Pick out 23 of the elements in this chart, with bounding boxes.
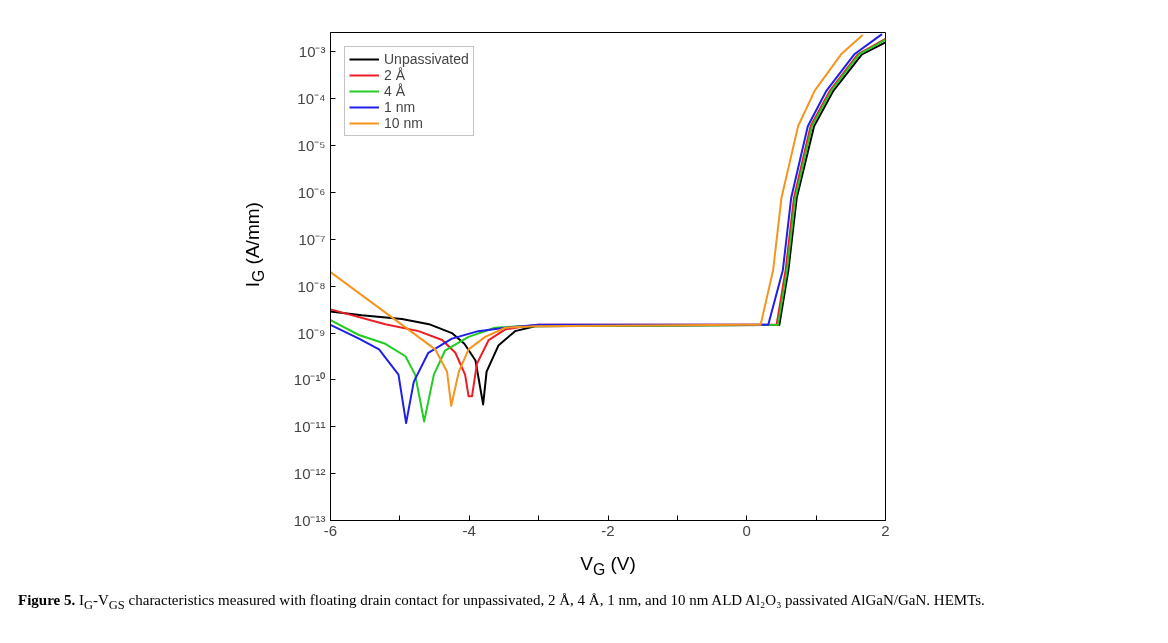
y-tick-label: 10⁻¹² [293, 465, 326, 483]
legend-label: 10 nm [384, 115, 423, 131]
x-axis-title: V$_{G}$ (V) [580, 552, 636, 580]
y-tick-label: 10⁻¹³ [293, 512, 326, 529]
x-tick-label: 0 [742, 521, 751, 539]
y-tick-label: 10⁻⁵ [297, 137, 326, 155]
y-tick-label: 10⁻⁴ [297, 90, 326, 108]
x-tick-label: -2 [601, 521, 615, 539]
caption: Figure 5. I$_{G}$-V$_{GS}$ characteristics measured with floating drain contact for unpassivated, 2 Å, 4 Å, 1 nm, and 10 nm ALD Al₂O₃ passivated AlGaN/GaN. HEMTs. [18, 591, 985, 614]
legend-label: Unpassivated [384, 51, 469, 67]
y-tick-label: 10⁻⁸ [297, 277, 326, 295]
y-tick-label: 10⁻¹⁰ [293, 371, 326, 389]
legend-label: 2 Å [384, 67, 405, 83]
y-tick-label: 10⁻⁶ [297, 184, 326, 202]
y-tick-label: 10⁻¹¹ [293, 418, 326, 436]
y-tick-label: 10⁻³ [298, 43, 326, 61]
y-tick-label: 10⁻⁷ [298, 230, 326, 248]
legend-label: 4 Å [384, 83, 406, 99]
x-tick-label: -4 [462, 521, 476, 539]
y-tick-label: 10⁻⁹ [297, 324, 326, 342]
x-tick-label: 2 [881, 521, 890, 539]
legend-label: 1 nm [384, 99, 416, 115]
x-tick-label: -6 [323, 521, 338, 539]
